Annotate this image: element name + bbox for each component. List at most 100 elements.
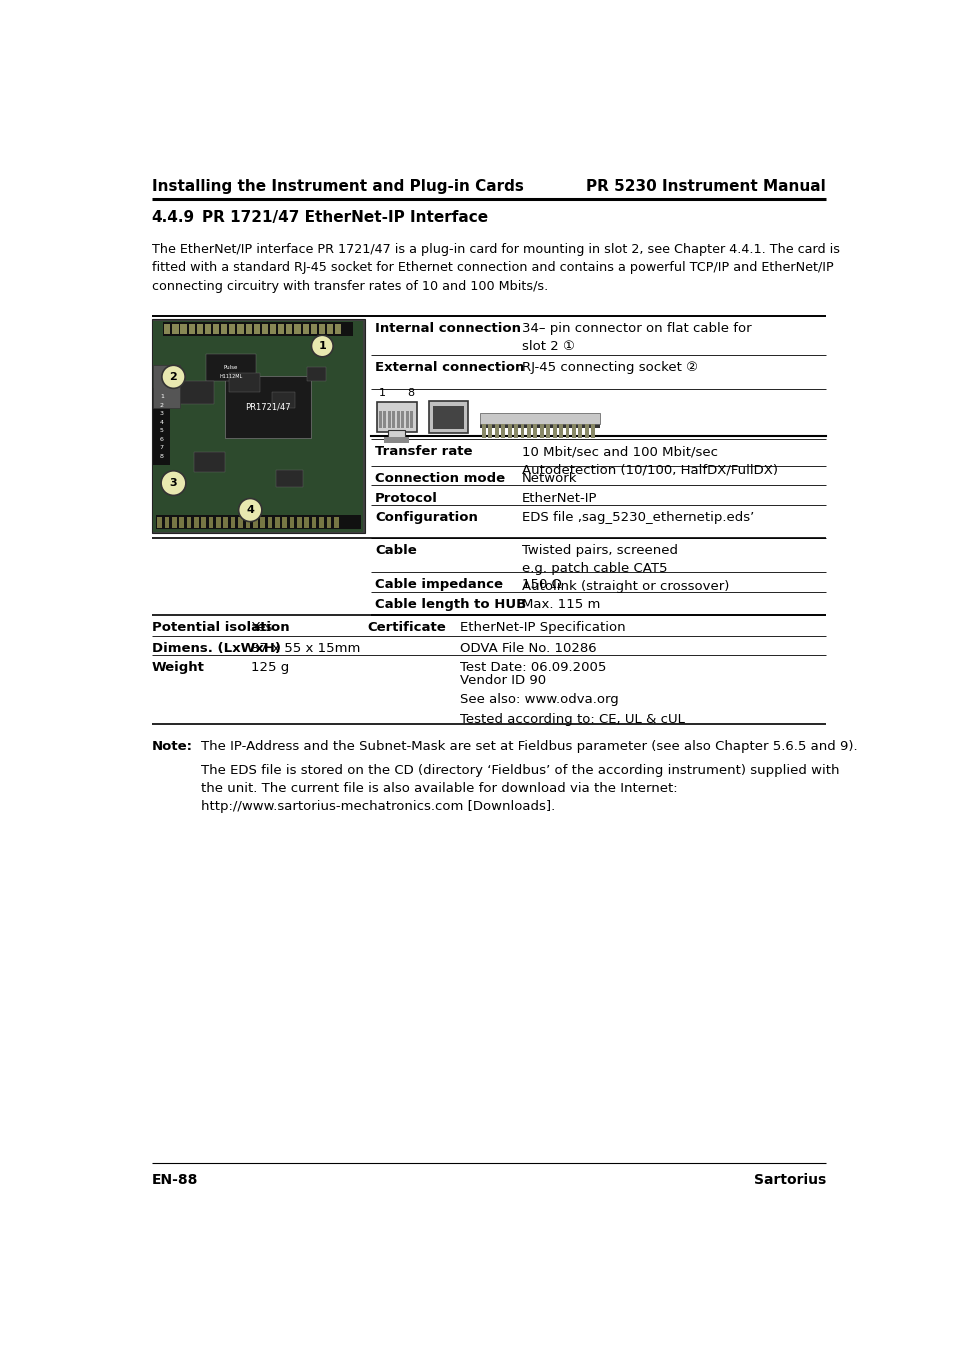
- Bar: [302, 324, 309, 335]
- Bar: [410, 412, 413, 428]
- Bar: [172, 517, 176, 528]
- Bar: [237, 324, 243, 335]
- Bar: [383, 412, 386, 428]
- Bar: [526, 424, 530, 437]
- Bar: [520, 424, 524, 437]
- Bar: [290, 517, 294, 528]
- Text: Potential isolation: Potential isolation: [152, 621, 289, 634]
- Bar: [196, 324, 203, 335]
- Bar: [153, 387, 171, 464]
- Bar: [334, 517, 338, 528]
- Circle shape: [311, 335, 333, 356]
- Text: H1112ML: H1112ML: [219, 374, 242, 379]
- Text: The EtherNet/IP interface PR 1721/47 is a plug-in card for mounting in slot 2, s: The EtherNet/IP interface PR 1721/47 is …: [152, 243, 839, 293]
- Bar: [194, 452, 225, 471]
- Text: Tested according to: CE, UL & cUL: Tested according to: CE, UL & cUL: [459, 713, 684, 725]
- Text: 4.4.9: 4.4.9: [152, 211, 194, 225]
- Bar: [514, 424, 517, 437]
- Bar: [495, 424, 498, 437]
- Text: See also: www.odva.org: See also: www.odva.org: [459, 694, 618, 706]
- Bar: [155, 516, 360, 529]
- Text: 1: 1: [160, 394, 164, 400]
- Text: EtherNet-IP Specification: EtherNet-IP Specification: [459, 621, 625, 634]
- Bar: [174, 381, 213, 404]
- Bar: [572, 424, 576, 437]
- Bar: [479, 413, 599, 424]
- Bar: [206, 354, 256, 381]
- Text: 34– pin connector on flat cable for
slot 2 ①: 34– pin connector on flat cable for slot…: [521, 323, 751, 354]
- Bar: [591, 424, 595, 437]
- Text: 1: 1: [318, 342, 326, 351]
- Bar: [319, 517, 323, 528]
- Bar: [388, 429, 405, 437]
- Bar: [558, 424, 562, 437]
- Bar: [294, 324, 300, 335]
- Text: PR 5230 Instrument Manual: PR 5230 Instrument Manual: [586, 180, 825, 194]
- Bar: [311, 324, 316, 335]
- Text: PR1721/47: PR1721/47: [245, 402, 291, 412]
- Text: Transfer rate: Transfer rate: [375, 446, 472, 459]
- Bar: [488, 424, 492, 437]
- Bar: [152, 319, 365, 533]
- Text: 3: 3: [170, 478, 177, 489]
- Bar: [396, 412, 399, 428]
- Bar: [272, 393, 294, 408]
- Text: Sartorius: Sartorius: [753, 1173, 825, 1187]
- Bar: [274, 517, 279, 528]
- Bar: [304, 517, 309, 528]
- Text: EDS file ‚sag_5230_ethernetip.eds’: EDS file ‚sag_5230_ethernetip.eds’: [521, 510, 754, 524]
- Bar: [376, 402, 416, 432]
- Text: 6: 6: [160, 436, 164, 441]
- Text: 125 g: 125 g: [251, 662, 289, 674]
- Bar: [539, 424, 543, 437]
- Bar: [326, 517, 331, 528]
- Text: 1: 1: [378, 387, 385, 398]
- Text: EN-88: EN-88: [152, 1173, 198, 1187]
- Text: EtherNet-IP: EtherNet-IP: [521, 491, 598, 505]
- Circle shape: [238, 498, 261, 521]
- Text: Cable: Cable: [375, 544, 416, 558]
- Bar: [307, 367, 326, 381]
- Bar: [278, 324, 284, 335]
- Text: Test Date: 06.09.2005: Test Date: 06.09.2005: [459, 662, 606, 674]
- Bar: [433, 406, 464, 429]
- Text: 2: 2: [170, 371, 177, 382]
- Text: Note:: Note:: [152, 740, 193, 752]
- Bar: [201, 517, 206, 528]
- Text: Twisted pairs, screened
e.g. patch cable CAT5
Autolink (straight or crossover): Twisted pairs, screened e.g. patch cable…: [521, 544, 729, 593]
- Bar: [578, 424, 581, 437]
- Bar: [153, 366, 180, 408]
- Text: Network: Network: [521, 472, 578, 485]
- Bar: [275, 470, 303, 487]
- Text: Pulse: Pulse: [223, 364, 238, 370]
- Circle shape: [161, 471, 186, 495]
- Text: Installing the Instrument and Plug-in Cards: Installing the Instrument and Plug-in Ca…: [152, 180, 523, 194]
- Bar: [209, 517, 213, 528]
- Bar: [335, 324, 341, 335]
- Bar: [231, 517, 235, 528]
- Bar: [179, 517, 184, 528]
- Bar: [245, 517, 250, 528]
- Bar: [164, 324, 171, 335]
- Text: 2: 2: [160, 402, 164, 408]
- Text: Weight: Weight: [152, 662, 205, 674]
- Text: Vendor ID 90: Vendor ID 90: [459, 674, 546, 687]
- Bar: [286, 324, 293, 335]
- Text: Yes: Yes: [251, 621, 273, 634]
- Text: Max. 115 m: Max. 115 m: [521, 598, 600, 610]
- Text: Cable impedance: Cable impedance: [375, 578, 502, 591]
- Text: Protocol: Protocol: [375, 491, 437, 505]
- Bar: [401, 412, 404, 428]
- Bar: [187, 517, 192, 528]
- Bar: [172, 324, 178, 335]
- Bar: [238, 517, 243, 528]
- Bar: [384, 437, 409, 443]
- Bar: [282, 517, 287, 528]
- Bar: [253, 517, 257, 528]
- Bar: [261, 324, 268, 335]
- Bar: [327, 324, 333, 335]
- Bar: [221, 324, 227, 335]
- Circle shape: [162, 366, 185, 389]
- Bar: [481, 424, 485, 437]
- Bar: [245, 324, 252, 335]
